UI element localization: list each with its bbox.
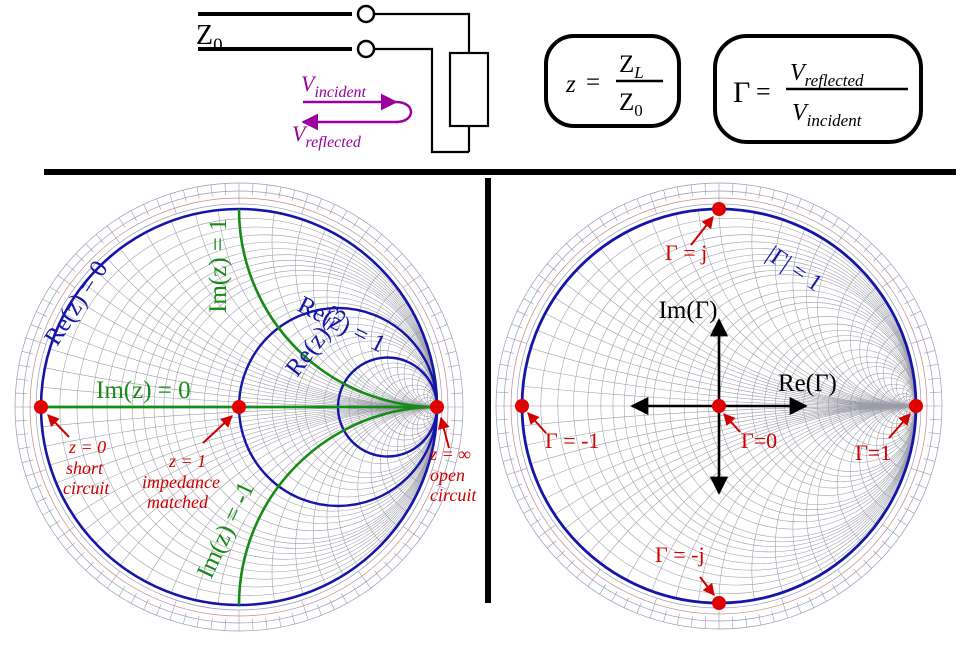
- right-outer-ticks: [496, 183, 942, 629]
- leader-z-one: [202, 415, 233, 444]
- formula2-equals: =: [756, 77, 771, 106]
- terminal-bottom: [356, 39, 376, 59]
- normalized-impedance-formula: z = ZL Z0: [544, 34, 681, 128]
- label-gamma-minus-j: Γ = -j: [655, 542, 705, 567]
- label-gamma-one: Γ=1: [855, 440, 891, 465]
- left-outer-ticks: [15, 183, 463, 631]
- annotation-z-inf-line2: open: [430, 465, 465, 485]
- marker-gamma-one[interactable]: [909, 399, 923, 413]
- im-gamma-axis-label: Im(Γ): [659, 297, 718, 324]
- formula-box-1: [544, 34, 681, 128]
- leader-z-inf: [437, 416, 450, 449]
- leader-z-zero: [47, 414, 70, 438]
- formula1-lhs: z: [565, 71, 576, 98]
- re-gamma-axis-label: Re(Γ): [778, 370, 837, 397]
- formula2-lhs: Γ: [733, 76, 750, 109]
- load-impedance-box: [448, 51, 490, 128]
- marker-gamma-j[interactable]: [712, 202, 726, 216]
- marker-gamma-minus-one[interactable]: [515, 399, 529, 413]
- annotation-z-inf: z = ∞ open circuit: [429, 444, 477, 505]
- label-gamma-minus-one: Γ = -1: [545, 428, 599, 453]
- terminal-top: [356, 4, 376, 24]
- marker-z-inf[interactable]: [430, 400, 444, 414]
- annotation-z-zero-line3: circuit: [63, 478, 110, 498]
- annotation-z-zero-line2: short: [66, 458, 104, 478]
- leader-gamma-j: [690, 216, 714, 246]
- annotation-z-one-line1: z = 1: [168, 451, 206, 471]
- reflection-coefficient-formula: Γ = Vreflected Vincident: [713, 34, 923, 144]
- leader-gamma-minus-one: [527, 412, 547, 434]
- marker-z-one[interactable]: [232, 400, 246, 414]
- annotation-z-one-line3: matched: [147, 492, 209, 512]
- reflection-loop: [395, 100, 413, 124]
- leader-gamma-zero: [723, 413, 741, 433]
- formula1-equals: =: [586, 69, 600, 96]
- annotation-z-one-line2: impedance: [142, 472, 220, 492]
- wire-bottom-to-load: [374, 47, 469, 154]
- annotation-z-inf-line3: circuit: [430, 485, 477, 505]
- leader-gamma-minus-j: [699, 576, 715, 596]
- annotation-z-zero: z = 0 short circuit: [63, 437, 110, 498]
- reflected-voltage-label: Vreflected: [292, 121, 362, 151]
- label-im-z-1: Im(z) = 1: [205, 218, 232, 313]
- annotation-z-zero-line1: z = 0: [68, 437, 106, 457]
- leader-gamma-one: [888, 413, 911, 439]
- transmission-line-circuit: Z0 Vincident Vreflected: [100, 4, 490, 154]
- wire-top-to-load: [374, 12, 471, 53]
- marker-gamma-zero[interactable]: [712, 399, 726, 413]
- label-gamma-zero: Γ=0: [741, 428, 777, 453]
- marker-z-zero[interactable]: [34, 400, 48, 414]
- incident-voltage-label: Vincident: [301, 71, 367, 101]
- label-im-z-0: Im(z) = 0: [96, 377, 191, 404]
- annotation-z-one: z = 1 impedance matched: [142, 451, 220, 512]
- label-gamma-j: Γ = j: [665, 240, 707, 265]
- line-impedance-label: Z0: [196, 20, 223, 56]
- annotation-z-inf-line1: z = ∞: [429, 444, 471, 464]
- marker-gamma-minus-j[interactable]: [712, 596, 726, 610]
